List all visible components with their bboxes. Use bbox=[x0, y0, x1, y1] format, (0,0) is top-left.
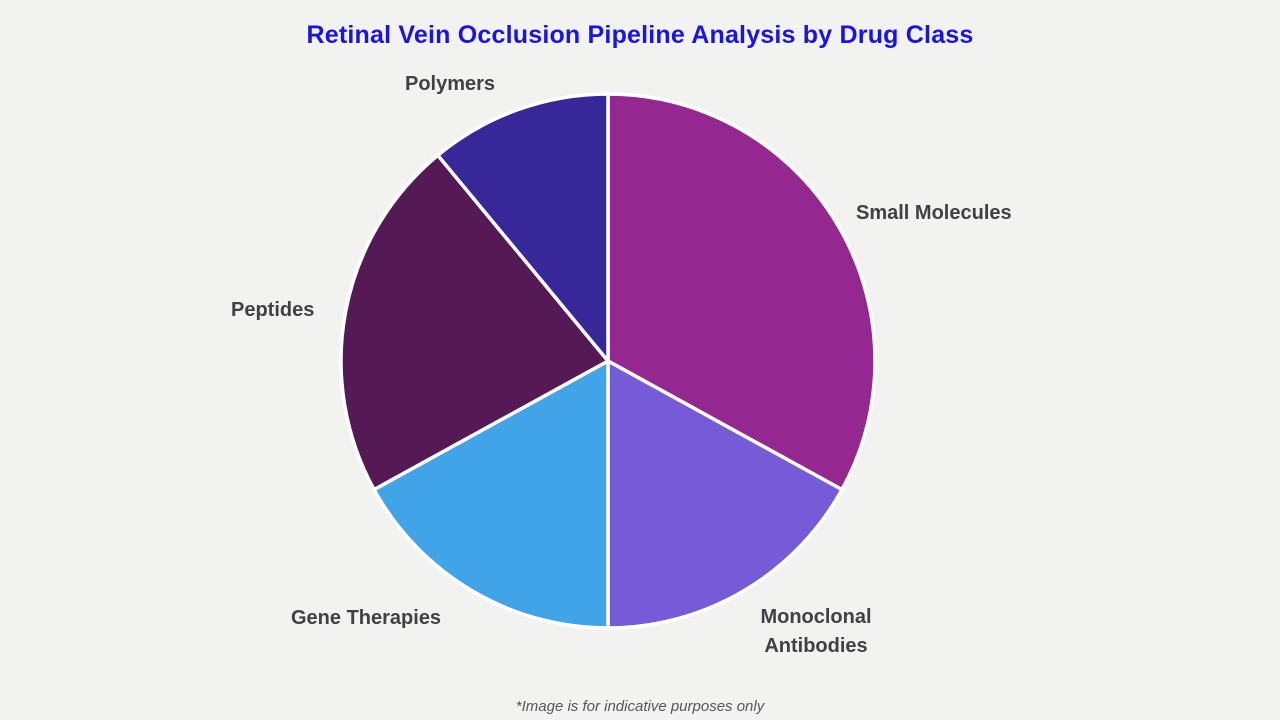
pie-slice-peptides bbox=[339, 153, 610, 492]
slice-label-gene-therapies: Gene Therapies bbox=[291, 607, 442, 629]
pie-slice-polymers bbox=[436, 92, 610, 363]
pie-slice-small-molecules bbox=[606, 92, 877, 492]
chart-title: Retinal Vein Occlusion Pipeline Analysis… bbox=[306, 21, 974, 49]
slice-label-monoclonal-antibodies: Monoclonal Antibodies bbox=[760, 606, 872, 657]
footnote: *Image is for indicative purposes only bbox=[515, 698, 765, 715]
slice-label-small-molecules: Small Molecules bbox=[856, 202, 1012, 224]
pie-slice-monoclonal-antibodies bbox=[606, 359, 844, 630]
pie-slice-gene-therapies bbox=[372, 359, 610, 630]
slice-label-polymers: Polymers bbox=[405, 73, 496, 95]
slice-label-peptides: Peptides bbox=[231, 299, 315, 321]
